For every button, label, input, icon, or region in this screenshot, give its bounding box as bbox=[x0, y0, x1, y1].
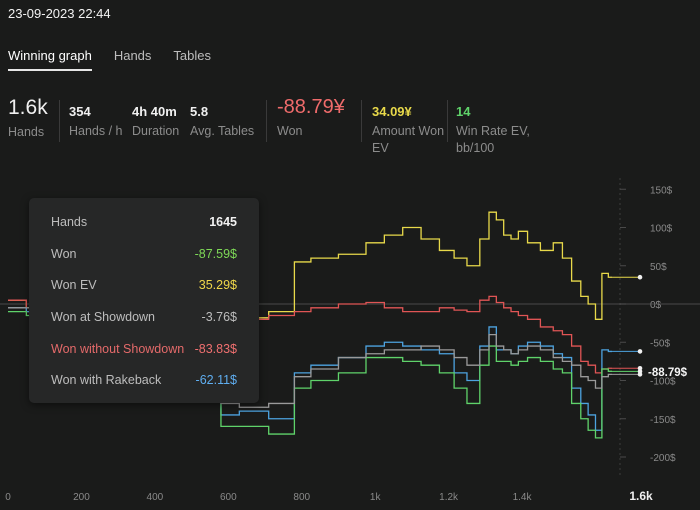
stat-hands-value: 1.6k bbox=[8, 96, 48, 119]
stat-divider bbox=[361, 100, 362, 142]
tooltip-row-won: Won -87.59$ bbox=[51, 247, 237, 261]
x-tick-label: 600 bbox=[220, 492, 237, 503]
tooltip-row-won-without-showdown: Won without Showdown -83.83$ bbox=[51, 342, 237, 356]
stat-avg-tables: 5.8 Avg. Tables bbox=[190, 104, 254, 140]
stat-hands-per-hour-label: Hands / h bbox=[69, 124, 123, 138]
datetime: 23-09-2023 22:44 bbox=[8, 6, 111, 21]
stat-duration: 4h 40m Duration bbox=[132, 104, 179, 140]
series-end-dot bbox=[637, 349, 643, 354]
stat-hands-label: Hands bbox=[8, 125, 45, 139]
tab-tables[interactable]: Tables bbox=[173, 48, 211, 63]
hover-tooltip: Hands 1645 Won -87.59$ Won EV 35.29$ Won at… bbox=[29, 198, 259, 403]
stat-divider bbox=[447, 100, 448, 142]
x-tick-label: 800 bbox=[293, 492, 310, 503]
stat-won-label: Won bbox=[277, 124, 303, 138]
x-tick-label: 1.6k bbox=[629, 489, 653, 503]
tab-winning-graph[interactable]: Winning graph bbox=[8, 48, 92, 71]
stat-won-value: -88.79¥ bbox=[277, 96, 345, 118]
y-tick-label: 100$ bbox=[650, 224, 673, 235]
stat-win-rate-ev-value: 14 bbox=[456, 104, 471, 119]
tooltip-row-won-with-rakeback: Won with Rakeback -62.11$ bbox=[51, 373, 237, 387]
x-tick-label: 1.2k bbox=[439, 492, 459, 503]
x-tick-label: 1k bbox=[370, 492, 382, 503]
y-tick-label: 0$ bbox=[650, 300, 662, 311]
y-tick-label: -200$ bbox=[650, 453, 676, 464]
stat-hands-per-hour: 354 Hands / h bbox=[69, 104, 123, 140]
stat-won: -88.79¥ Won bbox=[277, 96, 345, 140]
stat-amount-won-ev: 34.09¥ Amount Won EV bbox=[372, 104, 444, 157]
series-end-dot bbox=[637, 274, 643, 280]
stat-hands-per-hour-value: 354 bbox=[69, 104, 91, 119]
tab-bar: Winning graph Hands Tables bbox=[8, 48, 211, 71]
stat-hands: 1.6k Hands bbox=[8, 96, 48, 141]
end-value-label: -88.79$ bbox=[648, 367, 688, 379]
stat-duration-label: Duration bbox=[132, 124, 180, 138]
y-tick-label: -150$ bbox=[650, 415, 676, 426]
stat-win-rate-ev: 14 Win Rate EV, bb/100 bbox=[456, 104, 530, 157]
y-tick-label: -100$ bbox=[650, 377, 676, 388]
y-tick-label: -50$ bbox=[650, 338, 670, 349]
y-tick-label: 50$ bbox=[650, 262, 667, 273]
tooltip-row-won-at-showdown: Won at Showdown -3.76$ bbox=[51, 310, 237, 324]
stat-divider bbox=[59, 100, 60, 142]
stat-avg-tables-label: Avg. Tables bbox=[190, 124, 255, 138]
stat-amount-won-ev-value: 34.09¥ bbox=[372, 104, 412, 119]
tooltip-row-hands: Hands 1645 bbox=[51, 215, 237, 229]
stat-duration-value: 4h 40m bbox=[132, 104, 177, 119]
tooltip-row-won-ev: Won EV 35.29$ bbox=[51, 278, 237, 292]
stat-win-rate-ev-label: Win Rate EV, bb/100 bbox=[456, 124, 530, 155]
stat-divider bbox=[266, 100, 267, 142]
y-tick-label: 150$ bbox=[650, 185, 673, 196]
x-tick-label: 200 bbox=[73, 492, 90, 503]
stat-avg-tables-value: 5.8 bbox=[190, 104, 209, 119]
x-tick-label: 0 bbox=[5, 492, 11, 503]
x-tick-label: 400 bbox=[147, 492, 164, 503]
series-end-dot bbox=[637, 372, 643, 377]
x-tick-label: 1.4k bbox=[513, 492, 533, 503]
stat-amount-won-ev-label: Amount Won EV bbox=[372, 124, 445, 155]
tab-hands[interactable]: Hands bbox=[113, 48, 152, 63]
